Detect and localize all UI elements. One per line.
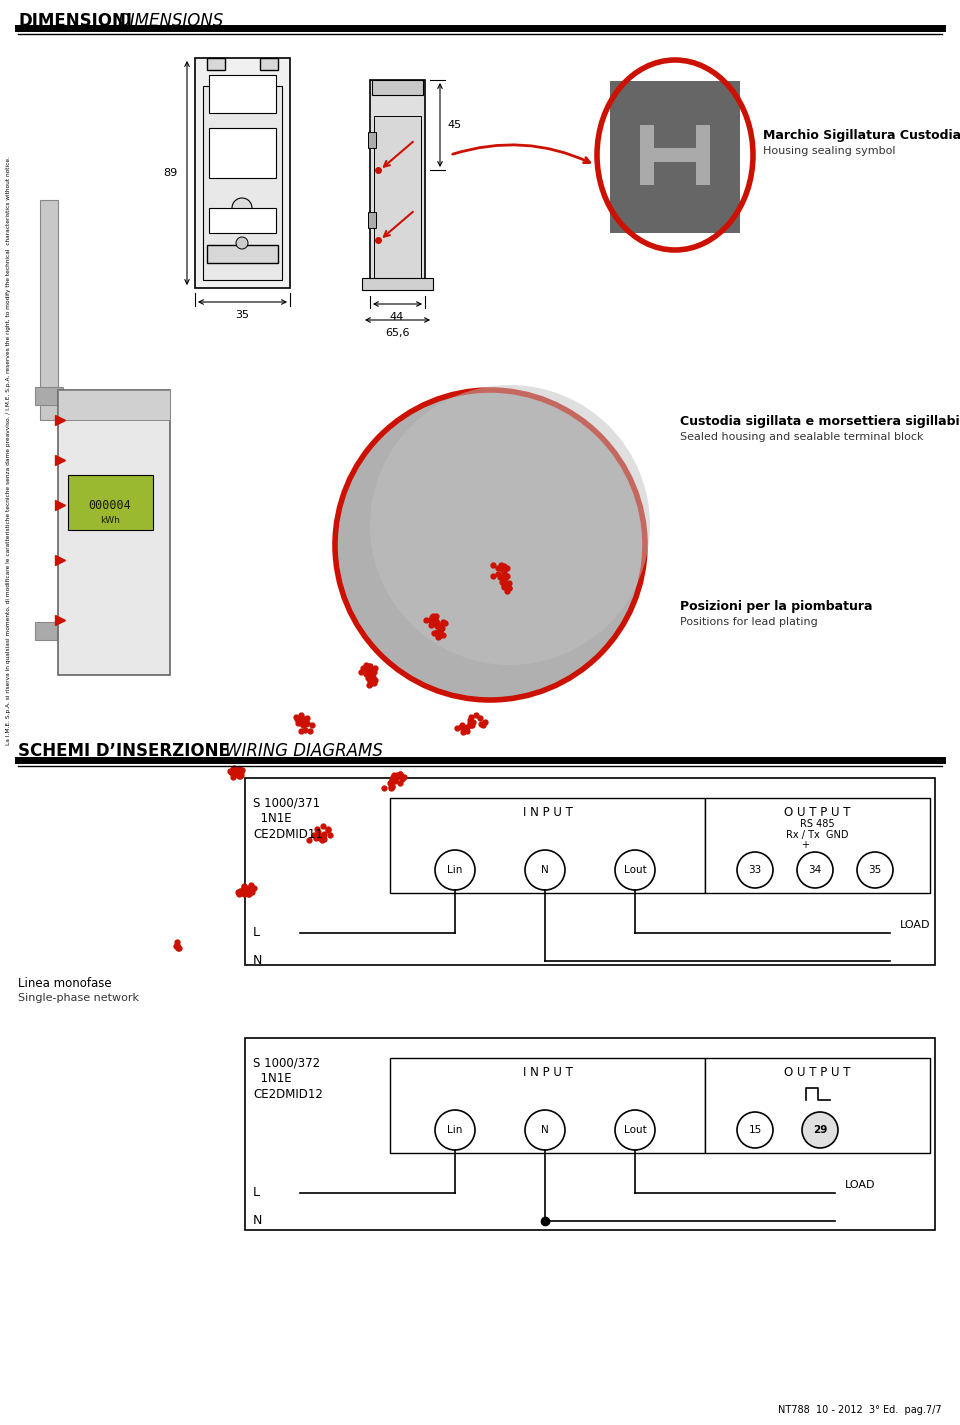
Bar bbox=[35, 621, 63, 640]
Bar bbox=[640, 148, 710, 162]
Bar bbox=[40, 200, 58, 420]
Text: O U T P U T: O U T P U T bbox=[784, 805, 851, 818]
Text: 89: 89 bbox=[163, 168, 177, 178]
Text: 29: 29 bbox=[813, 1124, 828, 1134]
Text: N: N bbox=[541, 1124, 549, 1134]
Bar bbox=[209, 128, 276, 178]
Text: Sealed housing and sealable terminal block: Sealed housing and sealable terminal blo… bbox=[680, 432, 924, 442]
Text: N: N bbox=[541, 865, 549, 875]
Text: Linea monofase: Linea monofase bbox=[18, 978, 111, 990]
Text: N: N bbox=[253, 955, 262, 968]
Text: RS 485: RS 485 bbox=[801, 819, 835, 829]
Text: La I.M.E. S.p.A. si riserva in qualsiasi momento, di modificare le caratteristic: La I.M.E. S.p.A. si riserva in qualsiasi… bbox=[7, 155, 12, 744]
Bar bbox=[209, 208, 276, 234]
Text: 35: 35 bbox=[869, 865, 881, 875]
Text: Lin: Lin bbox=[447, 865, 463, 875]
Text: L: L bbox=[253, 926, 260, 939]
Text: WIRING DIAGRAMS: WIRING DIAGRAMS bbox=[225, 742, 383, 760]
Circle shape bbox=[797, 852, 833, 888]
Bar bbox=[260, 58, 278, 70]
Text: 1N1E: 1N1E bbox=[253, 1072, 292, 1084]
Text: Single-phase network: Single-phase network bbox=[18, 993, 139, 1003]
Circle shape bbox=[525, 1110, 565, 1150]
Text: kWh: kWh bbox=[100, 516, 120, 524]
Text: N: N bbox=[253, 1214, 262, 1227]
Bar bbox=[374, 115, 421, 286]
Text: Lout: Lout bbox=[624, 865, 646, 875]
Text: S 1000/371: S 1000/371 bbox=[253, 797, 320, 809]
Text: L: L bbox=[253, 1187, 260, 1200]
Bar bbox=[368, 212, 376, 228]
Text: Rx / Tx  GND: Rx / Tx GND bbox=[786, 829, 849, 839]
Bar bbox=[362, 278, 433, 291]
Text: NT788  10 - 2012  3° Ed.  pag.7/7: NT788 10 - 2012 3° Ed. pag.7/7 bbox=[779, 1405, 942, 1415]
Text: Lin: Lin bbox=[447, 1124, 463, 1134]
Bar bbox=[203, 86, 282, 279]
Circle shape bbox=[370, 385, 650, 665]
Circle shape bbox=[737, 852, 773, 888]
Text: 33: 33 bbox=[749, 865, 761, 875]
Text: Lout: Lout bbox=[624, 1124, 646, 1134]
Text: Posizioni per la piombatura: Posizioni per la piombatura bbox=[680, 600, 873, 613]
Text: S 1000/372: S 1000/372 bbox=[253, 1056, 320, 1069]
Text: SCHEMI D’INSERZIONE: SCHEMI D’INSERZIONE bbox=[18, 742, 229, 760]
Text: 15: 15 bbox=[749, 1124, 761, 1134]
Circle shape bbox=[737, 1112, 773, 1149]
Circle shape bbox=[525, 849, 565, 891]
Bar bbox=[195, 58, 290, 288]
Bar bbox=[209, 76, 276, 113]
Text: O U T P U T: O U T P U T bbox=[784, 1066, 851, 1079]
Text: Custodia sigillata e morsettiera sigillabile: Custodia sigillata e morsettiera sigilla… bbox=[680, 415, 960, 427]
Bar bbox=[245, 1037, 935, 1230]
Text: LOAD: LOAD bbox=[845, 1180, 876, 1190]
Circle shape bbox=[802, 1112, 838, 1149]
Circle shape bbox=[857, 852, 893, 888]
Bar bbox=[705, 798, 930, 893]
Text: 44: 44 bbox=[390, 312, 404, 322]
Circle shape bbox=[615, 1110, 655, 1150]
Bar bbox=[705, 1057, 930, 1153]
Bar bbox=[390, 1057, 705, 1153]
Text: I N P U T: I N P U T bbox=[522, 1066, 572, 1079]
Text: 65,6: 65,6 bbox=[385, 328, 409, 338]
Bar bbox=[207, 58, 225, 70]
Text: Marchio Sigillatura Custodia: Marchio Sigillatura Custodia bbox=[763, 128, 960, 141]
Text: 45: 45 bbox=[447, 120, 461, 130]
Text: Positions for lead plating: Positions for lead plating bbox=[680, 617, 818, 627]
Text: 1N1E: 1N1E bbox=[253, 812, 292, 825]
Bar bbox=[640, 125, 654, 185]
Circle shape bbox=[232, 198, 252, 218]
Bar bbox=[368, 133, 376, 148]
Bar bbox=[68, 475, 153, 530]
Bar bbox=[58, 390, 170, 675]
Bar bbox=[370, 80, 425, 291]
Text: DIMENSIONS: DIMENSIONS bbox=[118, 11, 225, 30]
Bar bbox=[35, 388, 63, 405]
Bar bbox=[245, 778, 935, 965]
Text: DIMENSIONI: DIMENSIONI bbox=[18, 11, 132, 30]
Bar bbox=[58, 390, 170, 420]
Text: CE2DMID12: CE2DMID12 bbox=[253, 1089, 323, 1102]
Bar bbox=[610, 81, 740, 234]
Text: 000004: 000004 bbox=[88, 499, 132, 512]
Bar bbox=[207, 245, 278, 264]
Text: CE2DMID11: CE2DMID11 bbox=[253, 828, 323, 841]
Bar bbox=[372, 80, 423, 95]
Circle shape bbox=[335, 390, 645, 700]
Circle shape bbox=[615, 849, 655, 891]
Text: Housing sealing symbol: Housing sealing symbol bbox=[763, 145, 896, 155]
Circle shape bbox=[435, 849, 475, 891]
Text: LOAD: LOAD bbox=[900, 921, 930, 931]
Text: 34: 34 bbox=[808, 865, 822, 875]
Bar bbox=[390, 798, 705, 893]
Text: 35: 35 bbox=[235, 311, 249, 321]
Circle shape bbox=[236, 237, 248, 249]
Bar bbox=[696, 125, 710, 185]
Text: I N P U T: I N P U T bbox=[522, 805, 572, 818]
Circle shape bbox=[435, 1110, 475, 1150]
Text: +: + bbox=[802, 839, 809, 849]
